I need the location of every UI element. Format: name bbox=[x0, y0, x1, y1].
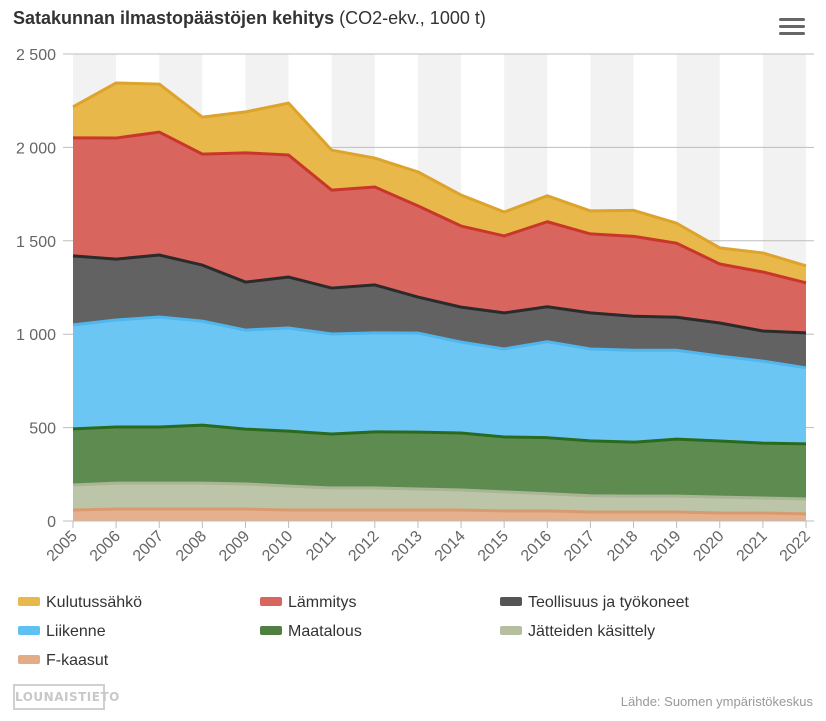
hamburger-menu-icon[interactable] bbox=[777, 18, 807, 42]
line-liikenne bbox=[72, 315, 807, 370]
x-tick-label: 2006 bbox=[87, 528, 124, 565]
line-maatalous bbox=[72, 423, 807, 446]
legend-item[interactable]: Liikenne bbox=[18, 623, 106, 641]
x-tick-label: 2012 bbox=[345, 528, 382, 565]
legend-label: Kulutussähkö bbox=[46, 594, 143, 611]
x-tick-label: 2018 bbox=[604, 528, 641, 565]
area-teollisuus-ja-työkoneet bbox=[73, 254, 806, 368]
x-tick-label: 2013 bbox=[389, 528, 426, 565]
x-tick-label: 2020 bbox=[690, 528, 727, 565]
x-tick-label: 2009 bbox=[216, 528, 253, 565]
x-tick-label: 2021 bbox=[734, 528, 771, 565]
series-areas bbox=[72, 81, 807, 521]
legend-item[interactable]: F-kaasut bbox=[18, 652, 108, 670]
x-tick-label: 2005 bbox=[44, 528, 81, 565]
area-f-kaasut bbox=[73, 509, 806, 521]
x-tick-label: 2010 bbox=[259, 528, 296, 565]
y-axis: 0 500 1 000 1 500 2 000 2 500 bbox=[16, 47, 56, 531]
x-axis: 2005 2006 2007 2008 2009 2010 2011 2012 2013 2014… bbox=[44, 520, 814, 565]
legend-label: F-kaasut bbox=[46, 652, 109, 669]
line-teollisuus-ja-työkoneet bbox=[72, 253, 807, 335]
x-tick-label: 2008 bbox=[173, 528, 210, 565]
x-tick-label: 2007 bbox=[130, 528, 167, 565]
x-tick-label: 2011 bbox=[303, 528, 339, 564]
area-maatalous bbox=[73, 425, 806, 499]
area-liikenne bbox=[73, 317, 806, 444]
chart-title-unit: (CO2-ekv., 1000 t) bbox=[339, 8, 486, 28]
legend-swatch-icon bbox=[500, 626, 522, 636]
chart-title-main: Satakunnan ilmastopäästöjen kehitys bbox=[13, 8, 335, 28]
y-tick-label: 0 bbox=[47, 514, 56, 531]
y-tick-label: 1 000 bbox=[16, 327, 56, 344]
credits-source[interactable]: Lähde: Suomen ympäristökeskus bbox=[620, 694, 813, 709]
legend-label: Jätteiden käsittely bbox=[528, 623, 656, 640]
chart-title: Satakunnan ilmastopäästöjen kehitys (CO2… bbox=[13, 8, 486, 29]
legend-swatch-icon bbox=[18, 597, 40, 607]
line-kulutussähkö bbox=[72, 81, 807, 268]
legend-swatch-icon bbox=[260, 597, 282, 607]
x-tick-label: 2015 bbox=[475, 528, 512, 565]
legend-label: Teollisuus ja työkoneet bbox=[528, 594, 689, 611]
legend-label: Liikenne bbox=[46, 623, 106, 640]
legend-label: Maatalous bbox=[288, 623, 362, 640]
legend-item[interactable]: Jätteiden käsittely bbox=[500, 623, 655, 641]
x-tick-label: 2019 bbox=[647, 528, 684, 565]
legend-label: Lämmitys bbox=[288, 594, 357, 611]
legend-swatch-icon bbox=[18, 655, 40, 665]
x-tick-label: 2014 bbox=[432, 528, 469, 565]
legend-item[interactable]: Lämmitys bbox=[260, 594, 356, 612]
legend-item[interactable]: Maatalous bbox=[260, 623, 362, 641]
area-kulutussähkö bbox=[73, 82, 806, 283]
legend-swatch-icon bbox=[500, 597, 522, 607]
legend-swatch-icon bbox=[260, 626, 282, 636]
lounaistieto-logo[interactable]: LOUNAISTIETO bbox=[13, 684, 119, 710]
line-jätteiden-käsittely bbox=[72, 481, 807, 501]
area-jätteiden-käsittely bbox=[73, 483, 806, 514]
area-lämmitys bbox=[73, 132, 806, 333]
x-tick-label: 2016 bbox=[518, 528, 555, 565]
y-tick-label: 2 500 bbox=[16, 47, 56, 64]
x-tick-label: 2022 bbox=[777, 528, 814, 565]
y-tick-label: 500 bbox=[29, 421, 56, 438]
legend-item[interactable]: Kulutussähkö bbox=[18, 594, 142, 612]
legend-swatch-icon bbox=[18, 626, 40, 636]
line-f-kaasut bbox=[72, 507, 807, 516]
y-tick-label: 2 000 bbox=[16, 140, 56, 157]
y-tick-label: 1 500 bbox=[16, 234, 56, 251]
legend-item[interactable]: Teollisuus ja työkoneet bbox=[500, 594, 689, 612]
line-lämmitys bbox=[72, 130, 807, 285]
x-tick-label: 2017 bbox=[561, 528, 598, 565]
